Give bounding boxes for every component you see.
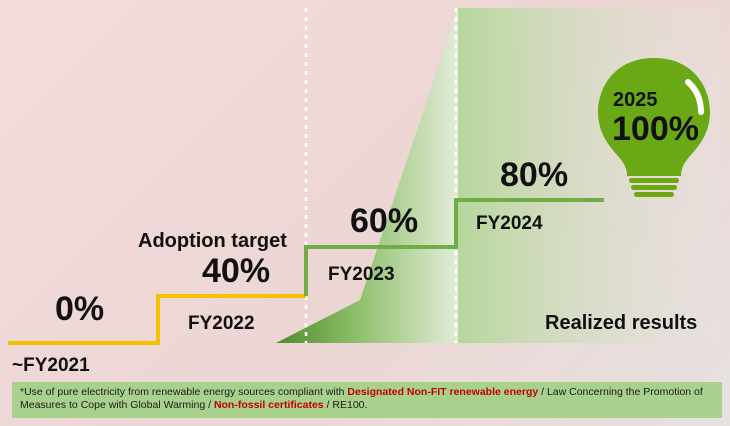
footnote-middle: / Law Concerning the Promotion of Measur… bbox=[20, 386, 703, 411]
footnote-highlight-non-fossil: Non-fossil certificates bbox=[213, 399, 324, 411]
realized-results-label: Realized results bbox=[545, 312, 698, 334]
footnote-suffix: / RE100. bbox=[323, 399, 368, 411]
stage-fy2024-percent: 80% bbox=[500, 156, 569, 194]
realized-results-area bbox=[276, 8, 458, 343]
adoption-target-label: Adoption target bbox=[138, 230, 287, 252]
stage-fy2023-percent: 60% bbox=[350, 202, 419, 240]
target-line-yellow bbox=[8, 294, 306, 345]
lightbulb-icon bbox=[598, 58, 710, 197]
stage-fy2023-year: FY2023 bbox=[328, 264, 395, 285]
footnote: *Use of pure electricity from renewable … bbox=[12, 382, 722, 418]
stage-fy2021-percent: 0% bbox=[55, 290, 105, 328]
goal-year: 2025 bbox=[613, 89, 658, 111]
stage-fy2022-percent: 40% bbox=[202, 252, 271, 290]
goal-percent: 100% bbox=[612, 110, 699, 148]
target-line-green bbox=[304, 198, 604, 296]
footnote-prefix: *Use of pure electricity from renewable … bbox=[20, 386, 348, 398]
stage-fy2021-year: ~FY2021 bbox=[12, 355, 90, 376]
stage-fy2024-year: FY2024 bbox=[476, 213, 543, 234]
footnote-highlight-non-fit: Designated Non-FIT renewable energy bbox=[347, 386, 539, 398]
stage-fy2022-year: FY2022 bbox=[188, 313, 255, 334]
